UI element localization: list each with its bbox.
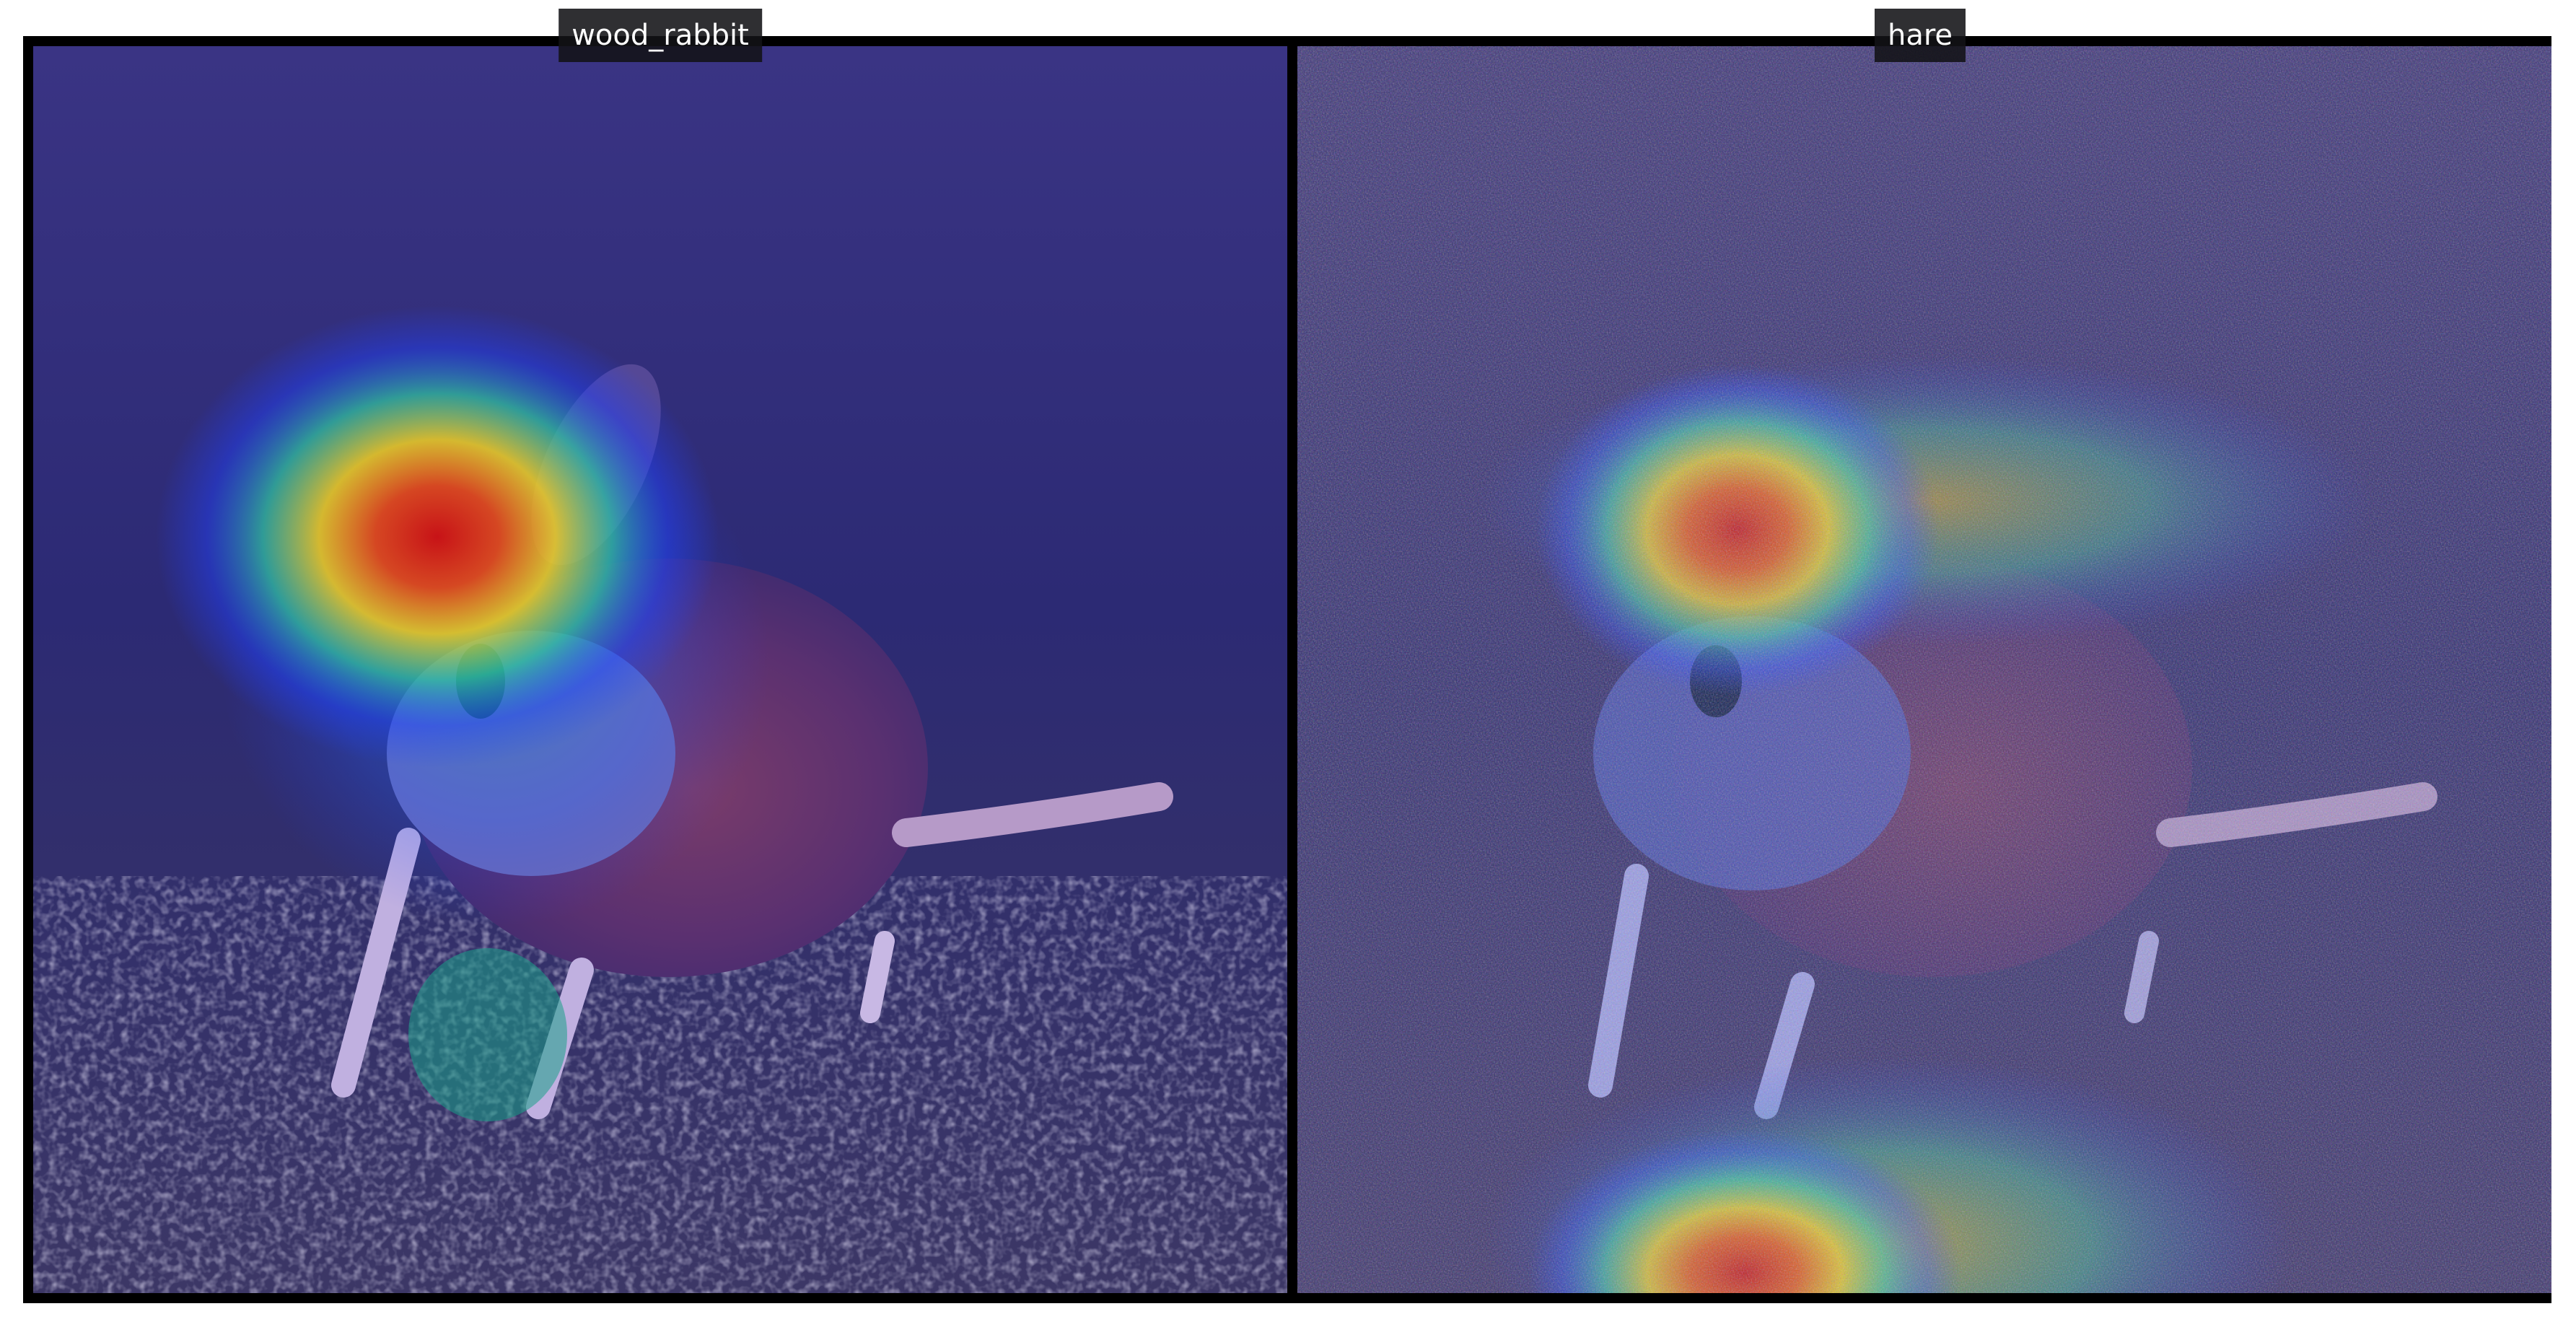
panel-left xyxy=(33,46,1287,1293)
panel-label-left: wood_rabbit xyxy=(558,9,762,62)
gradcam-image-right xyxy=(1297,46,2551,1293)
image-grid-frame xyxy=(23,36,2551,1303)
panel-label-right: hare xyxy=(1874,9,1966,62)
gradcam-image-left xyxy=(33,46,1287,1293)
panel-right xyxy=(1297,46,2551,1293)
panel-divider xyxy=(1287,46,1297,1293)
